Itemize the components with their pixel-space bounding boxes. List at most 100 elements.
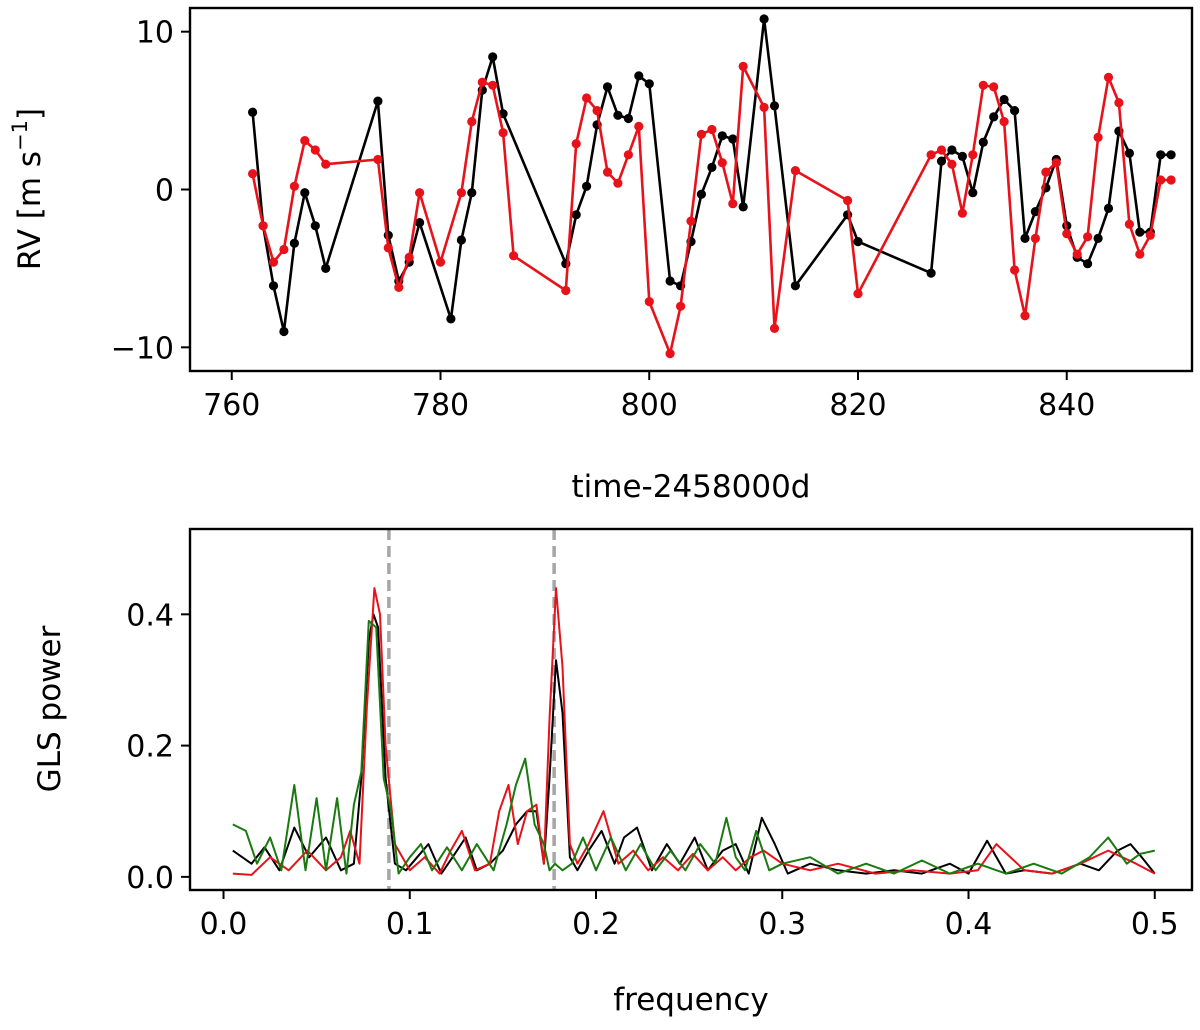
rv-y-axis-label-close: ] <box>12 108 48 120</box>
rv-series-1-point <box>310 221 320 231</box>
rv-series-1-point <box>957 151 968 161</box>
rv-series-2-point <box>696 129 707 139</box>
rv-series-1-point <box>602 82 613 92</box>
rv-series-1-point <box>1030 207 1040 217</box>
rv-y-axis-label-sup: −1 <box>8 120 32 151</box>
rv-series-1-point <box>373 96 383 106</box>
rv-series-2-point <box>717 158 727 168</box>
rv-series-2-point <box>435 257 446 267</box>
rv-series-2-point <box>582 93 592 103</box>
rv-series-2-point <box>968 150 978 160</box>
gls-x-tick-label: 0.4 <box>945 907 993 942</box>
rv-x-tick-label: 800 <box>621 388 678 423</box>
rv-series-2-point <box>1114 98 1124 108</box>
gls-y-tick-label: 0.4 <box>126 598 174 633</box>
gls-series-line-3 <box>232 619 1156 875</box>
rv-series-2-point <box>623 150 634 160</box>
gls-series-group <box>232 529 1156 890</box>
rv-series-1-point <box>279 326 289 337</box>
rv-x-axis-label: time-2458000d <box>572 469 811 505</box>
rv-series-2-point <box>404 252 414 262</box>
rv-series-2-point <box>300 136 310 146</box>
rv-series-2-point <box>686 216 696 226</box>
rv-series-1-point <box>1010 106 1020 116</box>
rv-series-2-point <box>571 139 581 149</box>
rv-series-2-point <box>843 195 853 206</box>
rv-series-1-point <box>926 268 936 278</box>
rv-series-2-point <box>321 159 331 169</box>
rv-series-2-point <box>602 167 613 177</box>
gls-y-tick-label: 0.0 <box>126 861 174 896</box>
rv-series-1-point <box>1166 150 1176 160</box>
rv-series-1-point <box>300 188 310 198</box>
rv-series-2-point <box>498 128 508 138</box>
rv-series-1-point <box>707 162 717 172</box>
rv-series-2-point <box>592 106 602 116</box>
rv-series-2-point <box>978 80 988 90</box>
rv-series-1-point <box>989 112 999 122</box>
rv-series-1-point <box>790 281 801 291</box>
rv-series-1-point <box>769 101 780 111</box>
rv-series-1-point <box>936 156 947 166</box>
rv-series-1-point <box>947 145 957 155</box>
rv-series-1-point <box>1103 203 1114 213</box>
rv-series-2-point <box>488 80 498 90</box>
rv-series-2-point <box>248 169 258 179</box>
rv-time-series-panel: 760 780 800 820 840 10 0 −10 time-2458000d RV [… <box>8 6 1194 505</box>
rv-series-2-point <box>634 121 644 131</box>
rv-series-2-point <box>1020 311 1030 321</box>
rv-series-2-point <box>644 297 654 307</box>
rv-y-tick-label: −10 <box>111 331 174 366</box>
rv-series-2-point <box>999 117 1009 127</box>
rv-series-1-point <box>999 94 1009 105</box>
rv-series-2-point <box>289 181 299 191</box>
rv-series-1-point <box>717 131 727 141</box>
rv-series-2-point <box>467 117 477 127</box>
rv-series-1-point <box>759 14 769 24</box>
rv-y-tick-label: 10 <box>136 16 174 51</box>
rv-series-2-point <box>310 145 320 155</box>
gls-y-tick-label: 0.2 <box>126 730 174 765</box>
rv-series-2-point <box>926 150 936 160</box>
rv-series-1-point <box>446 314 456 324</box>
rv-series-2-point <box>947 159 957 169</box>
rv-series-2-point <box>989 82 999 92</box>
rv-series-2-point <box>957 208 968 218</box>
rv-series-1-point <box>456 235 466 245</box>
gls-x-tick-label: 0.5 <box>1131 907 1179 942</box>
rv-series-1-point <box>728 134 738 144</box>
rv-series-2-point <box>853 289 863 299</box>
gls-x-axis-label: frequency <box>613 982 768 1018</box>
rv-series-1-point <box>1124 148 1134 158</box>
rv-series-1-point <box>321 263 331 273</box>
rv-series-1-point <box>1093 233 1103 243</box>
rv-series-2-point <box>738 61 748 71</box>
rv-series-group <box>248 14 1176 359</box>
rv-series-2-point <box>1030 233 1040 243</box>
gls-x-tick-label: 0.0 <box>200 907 248 942</box>
rv-series-2-point <box>373 154 383 165</box>
rv-y-axis-label: RV [m s−1] <box>8 108 48 270</box>
rv-series-2-point <box>477 77 487 87</box>
rv-series-1-point <box>623 113 634 124</box>
gls-x-tick-label: 0.3 <box>758 907 806 942</box>
rv-series-2-point <box>1062 229 1072 239</box>
rv-series-2-point <box>1145 230 1155 240</box>
rv-series-2-point <box>676 301 686 311</box>
rv-series-2-point <box>1124 219 1134 229</box>
rv-series-1-point <box>1020 233 1030 243</box>
rv-series-1-point <box>488 52 498 62</box>
gls-plot-area <box>232 529 1156 890</box>
rv-series-2-point <box>279 244 289 255</box>
gls-ticks: 0.0 0.1 0.2 0.3 0.4 0.5 0.0 0.2 0.4 <box>126 598 1178 942</box>
gls-periodogram-panel: 0.0 0.1 0.2 0.3 0.4 0.5 0.0 0.2 0.4 frequency GL… <box>32 527 1194 1018</box>
rv-series-1-point <box>289 238 299 248</box>
rv-series-2-point <box>258 221 268 231</box>
rv-series-2-point <box>1135 249 1145 259</box>
rv-series-1-point <box>665 276 675 286</box>
rv-series-2-point <box>415 188 425 198</box>
rv-series-2-point <box>769 323 780 333</box>
rv-series-1-point <box>1135 227 1145 237</box>
rv-series-2-point <box>394 282 404 292</box>
rv-x-tick-label: 780 <box>412 388 469 423</box>
